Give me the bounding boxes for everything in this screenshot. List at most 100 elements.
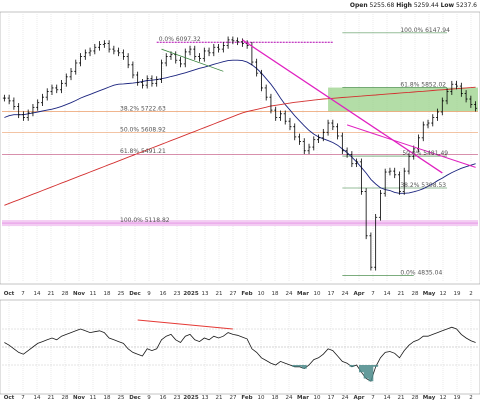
fib-label-bottom: 38.2% 5308.53 bbox=[400, 182, 446, 189]
ohlc-bar bbox=[50, 84, 54, 95]
ohlc-bar bbox=[145, 75, 149, 89]
ohlc-bar bbox=[298, 133, 301, 145]
fib-label-bottom: 100.0% 6147.94 bbox=[400, 27, 450, 34]
x-tick-label: 27 bbox=[230, 291, 237, 297]
rsi-x-tick-label: 12 bbox=[440, 395, 447, 400]
ohlc-bar bbox=[255, 58, 259, 77]
x-tick-label: 25 bbox=[118, 291, 125, 297]
rsi-x-axis: Oct 7 14 21 28 Nov 11 18 25 Dec 9 16 23 2025 13 21 27 Feb… bbox=[4, 395, 473, 400]
rsi-x-tick-label: 7 bbox=[371, 395, 375, 400]
rsi-x-tick-label: 27 bbox=[230, 395, 237, 400]
x-tick-label: 16 bbox=[160, 291, 167, 297]
ohlc-bar bbox=[83, 49, 87, 60]
rsi-x-tick-label: 25 bbox=[118, 395, 125, 400]
x-tick-label: 23 bbox=[174, 291, 181, 297]
moving-average-lines bbox=[4, 59, 476, 206]
ohlc-bar bbox=[431, 114, 435, 127]
ohlc-bar bbox=[331, 119, 335, 131]
rsi-x-tick-label: 19 bbox=[454, 395, 461, 400]
rsi-x-tick-label: Dec bbox=[129, 395, 141, 400]
ohlc-bar bbox=[136, 71, 140, 86]
x-tick-label: 12 bbox=[440, 291, 447, 297]
ohlc-bar bbox=[45, 88, 49, 101]
x-tick-label: 28 bbox=[412, 291, 419, 297]
downtrend-line bbox=[346, 124, 476, 168]
ohlc-bar bbox=[17, 103, 21, 119]
x-tick-label: Mar bbox=[297, 291, 309, 297]
rsi-x-tick-label: 17 bbox=[328, 395, 335, 400]
rsi-x-tick-label: 24 bbox=[342, 395, 349, 400]
x-tick-label: 24 bbox=[342, 291, 349, 297]
rsi-x-tick-label: 21 bbox=[48, 395, 55, 400]
rsi-x-tick-label: 21 bbox=[398, 395, 405, 400]
ohlc-bar bbox=[369, 232, 373, 271]
ohlc-header: Open 5255.68 High 5259.44 Low 5237.6 bbox=[350, 2, 477, 9]
x-tick-label: Dec bbox=[129, 291, 141, 297]
ohlc-bar bbox=[31, 104, 35, 117]
rsi-x-tick-label: Feb bbox=[241, 395, 252, 400]
low-label: Low bbox=[440, 2, 455, 9]
x-tick-label: 2 bbox=[469, 291, 473, 297]
ohlc-bar bbox=[388, 167, 392, 176]
high-value: 5259.44 bbox=[413, 2, 439, 9]
ohlc-bar bbox=[340, 132, 344, 155]
ohlc-bar bbox=[307, 143, 311, 155]
ohlc-bar bbox=[293, 123, 297, 141]
fib-label-bottom: 50.0% 5481.49 bbox=[402, 150, 448, 157]
fib-band-green bbox=[328, 87, 478, 112]
ohlc-bar bbox=[198, 53, 202, 62]
rsi-x-tick-label: 9 bbox=[147, 395, 151, 400]
ohlc-bar bbox=[364, 188, 368, 240]
x-tick-label: 2025 bbox=[183, 291, 198, 297]
x-tick-label: 19 bbox=[454, 291, 461, 297]
rsi-path bbox=[4, 326, 476, 382]
ohlc-bar bbox=[288, 117, 292, 131]
fib-label-top: 38.2% 5722.63 bbox=[120, 105, 166, 112]
rsi-x-tick-label: Mar bbox=[297, 395, 309, 400]
fib-labels: 0.0% 6097.32 38.2% 5722.63 50.0% 5608.92 61… bbox=[120, 27, 450, 277]
ohlc-bar bbox=[269, 93, 273, 114]
rsi-x-tick-label: May bbox=[423, 395, 436, 400]
rsi-x-tick-label: 11 bbox=[90, 395, 97, 400]
ohlc-bar bbox=[450, 80, 454, 95]
high-label: High bbox=[396, 2, 412, 9]
ohlc-bar bbox=[69, 67, 73, 81]
ohlc-bar bbox=[455, 80, 459, 90]
downtrend-line bbox=[242, 39, 443, 174]
ohlc-bar bbox=[436, 108, 440, 121]
rsi-x-tick-label: 7 bbox=[21, 395, 25, 400]
low-value: 5237.6 bbox=[456, 2, 477, 9]
rsi-x-tick-label: 28 bbox=[412, 395, 419, 400]
ohlc-bar bbox=[36, 99, 40, 111]
x-tick-label: 7 bbox=[371, 291, 375, 297]
rsi-line bbox=[4, 319, 476, 382]
ohlc-bar bbox=[259, 69, 263, 92]
ohlc-bar bbox=[2, 94, 6, 102]
trend-line bbox=[161, 48, 224, 72]
ohlc-bar bbox=[159, 59, 163, 83]
x-axis: Oct 7 14 21 28 Nov 11 18 25 Dec 9 16 23 2025 13 21 27 Feb… bbox=[4, 291, 473, 297]
fib-label-bottom: 61.8% 5852.02 bbox=[400, 82, 446, 89]
ohlc-bar bbox=[7, 94, 11, 105]
moving-average-line bbox=[4, 86, 476, 206]
ohlc-bar bbox=[464, 90, 468, 103]
ohlc-bar bbox=[312, 136, 316, 151]
ohlc-bar bbox=[350, 151, 354, 168]
x-tick-label: 13 bbox=[202, 291, 209, 297]
x-tick-label: Apr bbox=[354, 291, 365, 297]
ohlc-bar bbox=[302, 138, 306, 155]
open-label: Open bbox=[349, 2, 368, 9]
rsi-x-tick-label: 10 bbox=[258, 395, 265, 400]
trend-lines bbox=[161, 39, 476, 174]
ohlc-bar bbox=[193, 45, 197, 60]
ohlc-bar bbox=[40, 93, 44, 107]
ohlc-bar bbox=[440, 97, 444, 116]
ohlc-bar bbox=[355, 158, 359, 168]
ohlc-bar bbox=[469, 95, 473, 108]
ohlc-bar bbox=[397, 171, 401, 195]
ohlc-bar bbox=[88, 47, 92, 57]
ohlc-bar bbox=[188, 45, 192, 56]
x-tick-label: 18 bbox=[272, 291, 279, 297]
fib-label-top: 100.0% 5118.82 bbox=[120, 217, 170, 224]
x-tick-label: Oct bbox=[4, 291, 15, 297]
